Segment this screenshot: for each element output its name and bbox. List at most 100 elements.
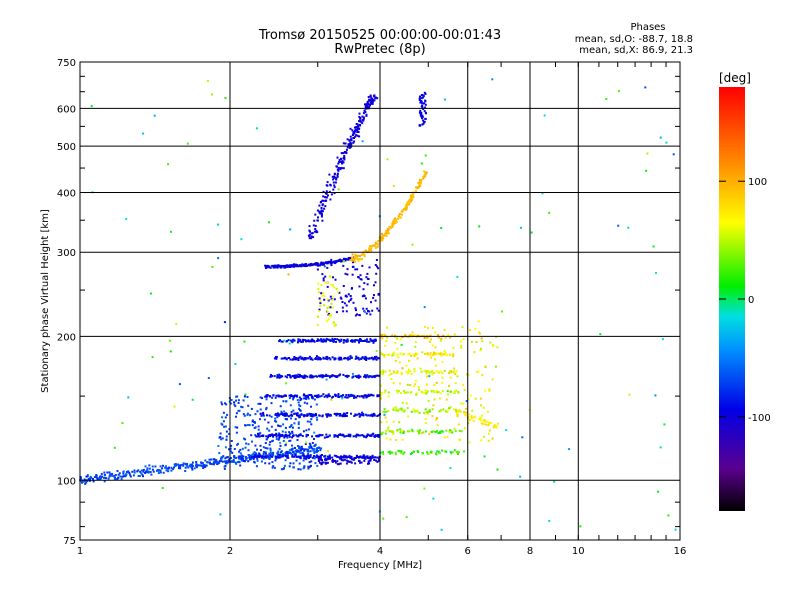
echo-point [348, 300, 350, 303]
echo-point [408, 368, 410, 371]
echo-point [286, 436, 289, 439]
echo-point [328, 357, 331, 359]
echo-point [354, 129, 357, 132]
echo-point [314, 262, 317, 265]
echo-point [320, 374, 323, 377]
echo-point [435, 418, 438, 421]
echo-point [170, 469, 173, 472]
echo-point [454, 382, 457, 385]
echo-point [243, 395, 246, 398]
echo-point [99, 475, 101, 478]
grid-lines [80, 62, 680, 540]
echo-point [372, 339, 375, 342]
echo-point [368, 375, 371, 378]
echo-point [325, 190, 328, 193]
echo-point [298, 356, 301, 359]
echo-point [465, 400, 468, 403]
echo-point [240, 238, 243, 241]
echo-point [351, 129, 354, 132]
echo-point [353, 140, 356, 143]
echo-point [386, 231, 389, 234]
echo-point [309, 420, 312, 423]
echo-point [356, 413, 359, 416]
echo-point [291, 395, 294, 398]
echo-point [280, 340, 283, 343]
echo-point [190, 466, 193, 469]
echo-point [361, 411, 364, 414]
echo-point [184, 466, 187, 469]
echo-point [148, 464, 151, 467]
echo-point [391, 430, 394, 433]
echo-point [328, 190, 331, 193]
echo-point [240, 454, 243, 457]
echo-point [480, 419, 482, 422]
echo-point [189, 463, 192, 466]
echo-point [357, 339, 360, 342]
echo-point [306, 420, 309, 423]
echo-point [397, 217, 400, 220]
echo-point [401, 438, 404, 441]
echo-point [303, 263, 306, 266]
echo-point [302, 430, 305, 433]
echo-point [390, 429, 393, 432]
echo-point [605, 98, 608, 101]
echo-point [420, 179, 423, 182]
echo-point [277, 264, 280, 267]
echo-point [222, 455, 225, 458]
echo-point [441, 381, 444, 384]
echo-point [369, 459, 372, 462]
echo-point [247, 460, 250, 463]
echo-point [423, 306, 426, 309]
echo-point [488, 421, 491, 424]
echo-point [317, 357, 320, 360]
echo-point [359, 116, 362, 119]
echo-point [400, 373, 403, 376]
echo-point [339, 356, 342, 359]
echo-point [230, 440, 233, 442]
echo-point [289, 462, 292, 465]
echo-point [364, 340, 367, 342]
echo-point [472, 420, 475, 423]
echo-point [293, 422, 296, 425]
echo-point [289, 358, 292, 361]
echo-point [363, 435, 366, 438]
echo-point [451, 451, 454, 454]
echo-point [274, 413, 277, 416]
echo-point [383, 333, 386, 336]
echo-point [320, 200, 322, 203]
echo-point [460, 402, 463, 405]
echo-point [179, 467, 182, 470]
echo-point [291, 426, 294, 429]
echo-point [383, 391, 386, 394]
echo-point [402, 410, 405, 413]
echo-point [278, 436, 281, 439]
echo-point [259, 402, 262, 405]
echo-point [353, 257, 356, 260]
echo-point [419, 95, 421, 98]
echo-point [303, 358, 306, 361]
echo-point [230, 399, 233, 401]
echo-point [403, 392, 406, 395]
echo-point [321, 273, 324, 276]
echo-point [218, 452, 221, 455]
echo-point [364, 111, 367, 114]
echo-point [440, 528, 443, 531]
echo-point [445, 429, 448, 432]
echo-point [433, 353, 436, 356]
echo-point [458, 429, 461, 432]
echo-point [372, 413, 375, 416]
echo-point [422, 108, 425, 110]
echo-point [376, 245, 379, 248]
echo-point [339, 433, 342, 436]
echo-point [256, 410, 259, 413]
echo-point [347, 456, 350, 458]
echo-point [84, 482, 87, 485]
echo-point [467, 413, 470, 416]
y-axis-label: Stationary phase Virtual Height [km] [40, 209, 51, 393]
echo-point [422, 122, 425, 125]
echo-point [318, 308, 321, 311]
echo-point [288, 435, 291, 438]
echo-point [320, 263, 323, 266]
echo-point [374, 357, 377, 360]
echo-point [329, 276, 332, 279]
